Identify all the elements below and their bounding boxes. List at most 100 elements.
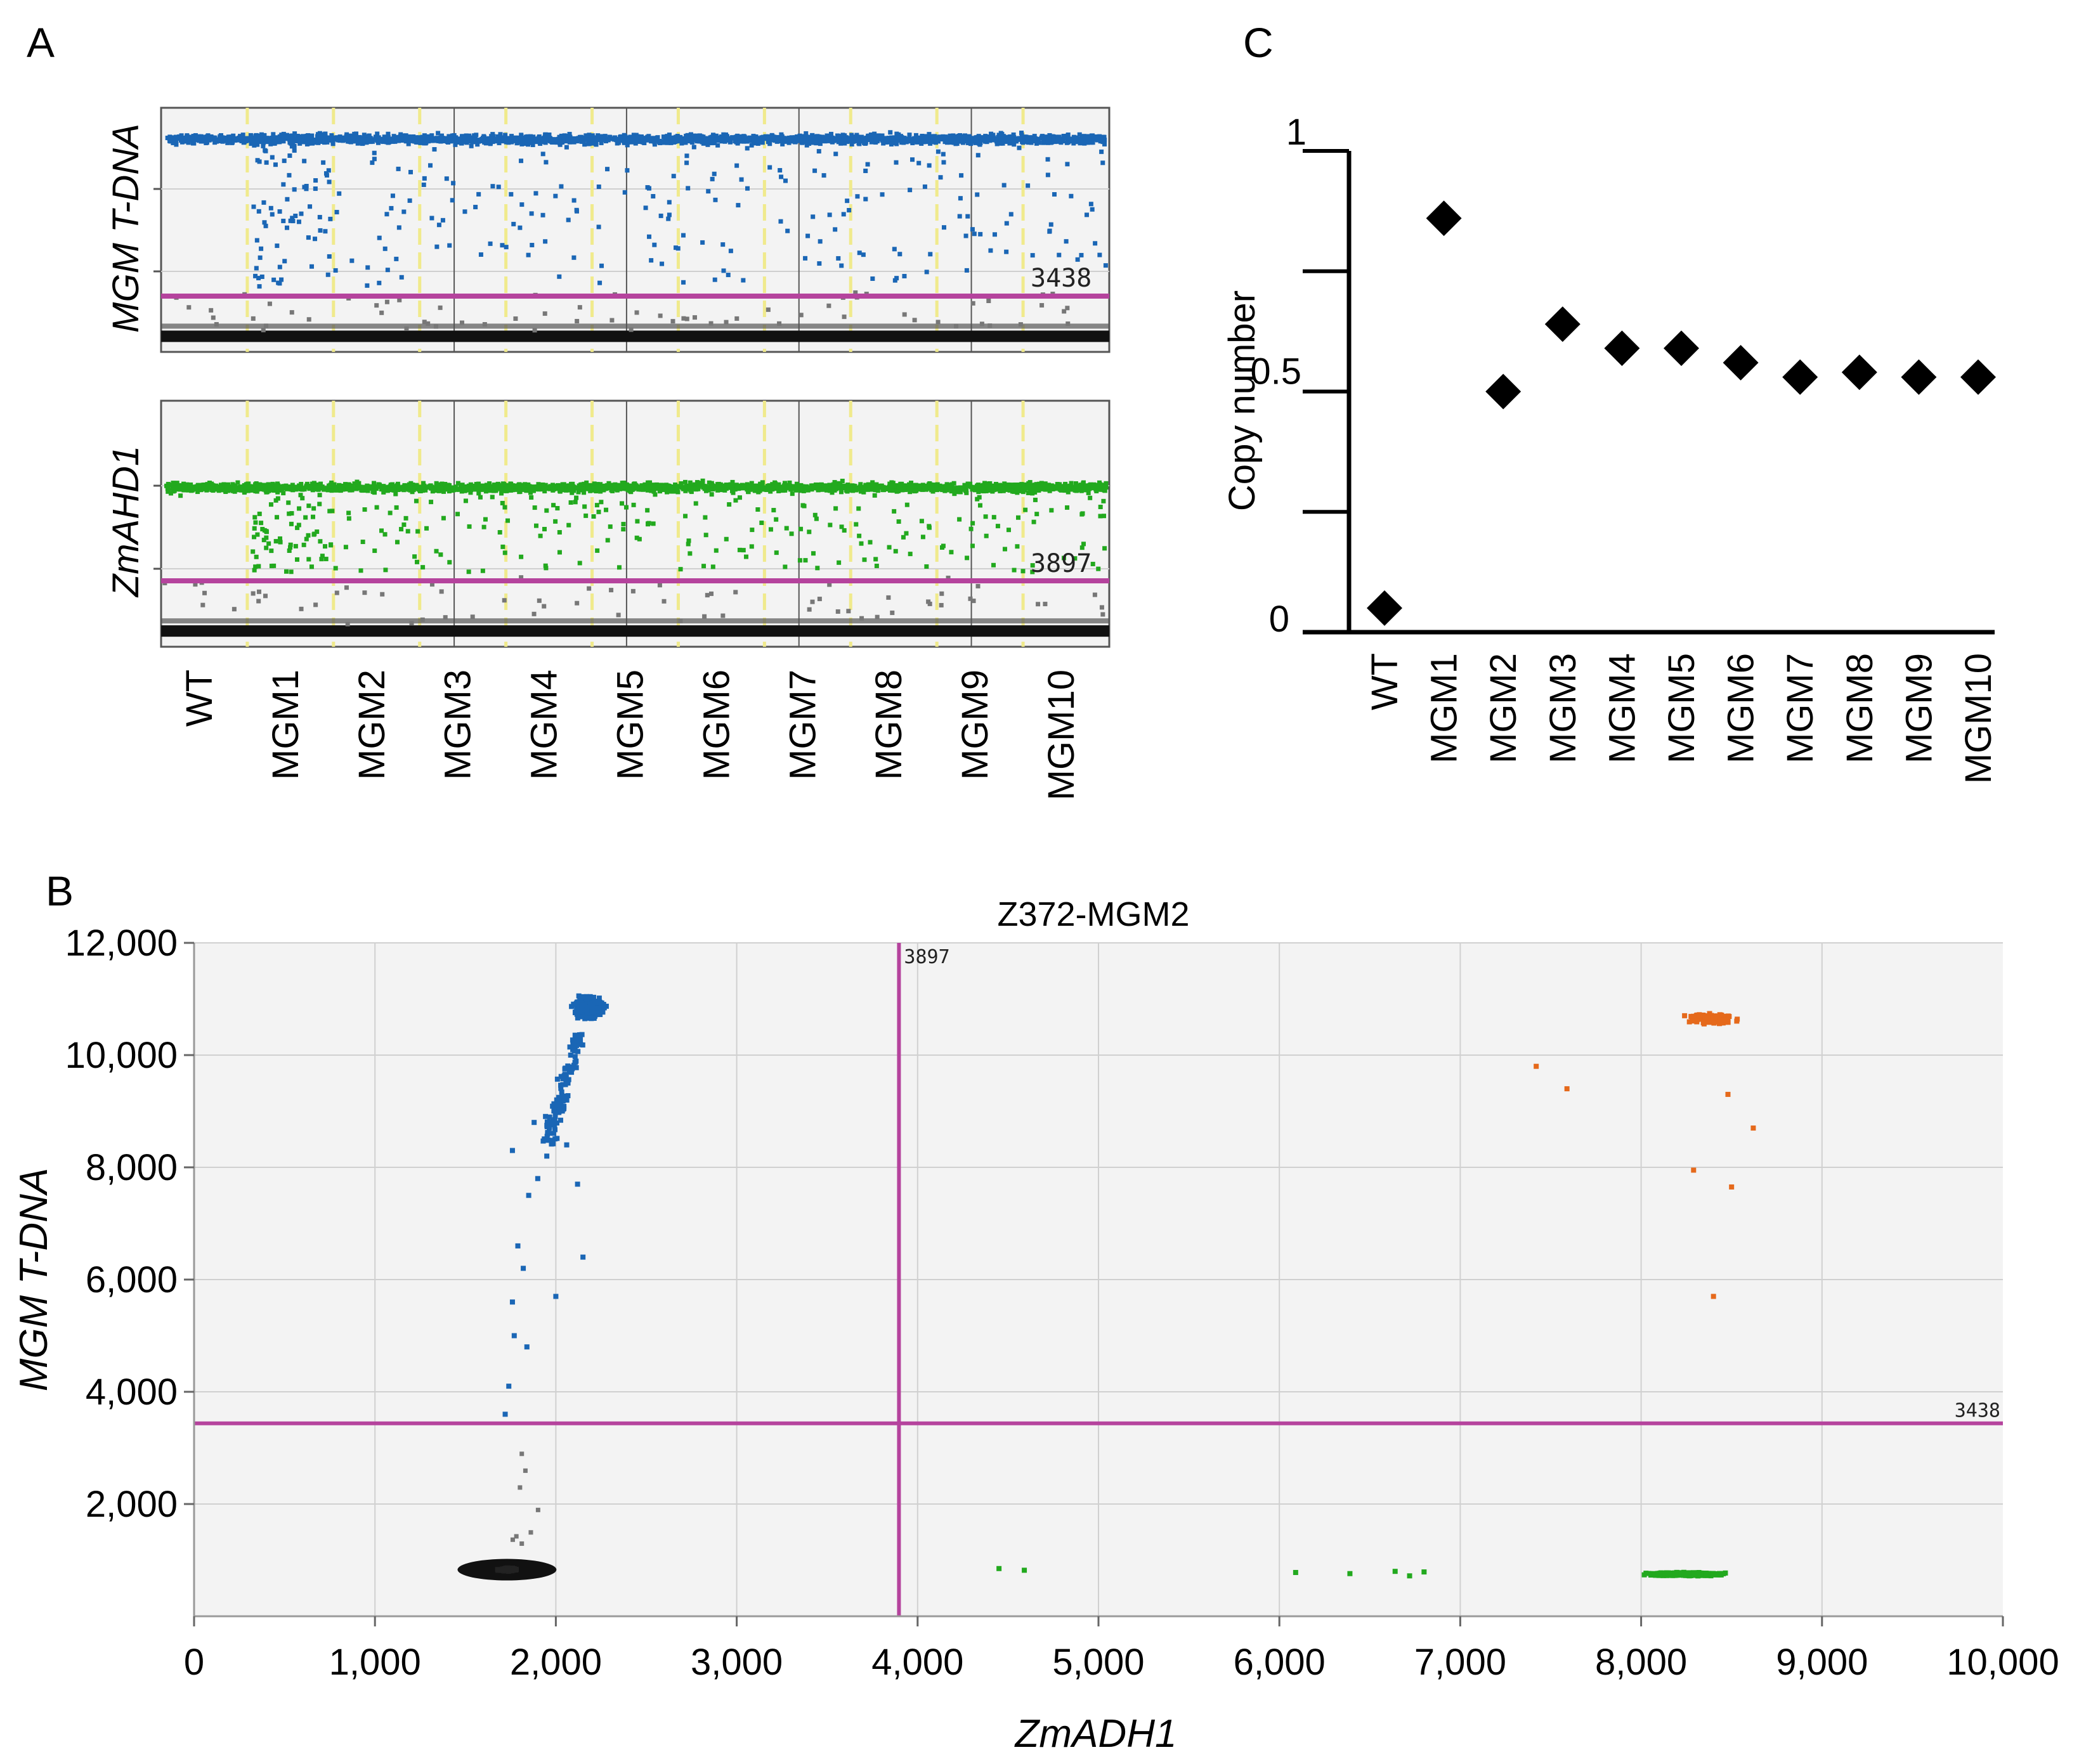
a-top-positive-droplet [654,138,659,143]
a-bottom-positive-droplet [344,483,349,488]
a-top-positive-droplet [876,133,881,138]
a-bottom-positive-droplet [548,484,553,489]
a-bottom-positive-droplet [615,487,620,492]
a-bottom-rain-droplet [544,566,549,571]
a-top-rain-droplet [855,194,860,199]
a-top-positive-droplet [464,133,469,138]
a-bottom-positive-droplet [395,483,400,488]
a-bottom-positive-droplet [278,484,283,490]
a-top-positive-droplet [386,135,391,140]
a-bottom-positive-droplet [890,481,895,486]
a-bottom-rain-droplet [557,529,562,535]
a-top-positive-droplet [828,134,833,139]
a-bottom-rain-droplet [463,498,468,503]
a-bottom-rain-droplet [289,511,294,516]
a-bottom-positive-droplet [623,485,628,490]
a-top-positive-droplet [674,134,679,139]
a-top-grey-droplet [426,321,431,326]
a-bottom-rain-droplet [322,544,327,549]
panel-a-top-grid [153,108,1109,352]
a-bottom-rain-droplet [318,539,323,544]
a-bottom-rain-droplet [296,522,301,528]
a-top-positive-droplet [1071,134,1076,139]
a-top-positive-droplet [849,133,854,138]
a-top-positive-droplet [399,136,404,141]
a-bottom-positive-droplet [998,484,1003,490]
a-top-rain-droplet [396,225,401,230]
a-bottom-rain-droplet [574,495,579,500]
a-bottom-positive-droplet [976,483,981,488]
a-top-rain-droplet [333,268,338,273]
a-top-positive-droplet [227,137,232,142]
a-bottom-positive-droplet [485,484,490,489]
a-top-positive-droplet [976,139,981,145]
a-bottom-rain-droplet [287,548,292,553]
a-top-positive-droplet [757,137,762,142]
a-bottom-rain-droplet [306,533,311,538]
a-top-rain-droplet [833,227,838,232]
a-top-grey-droplet [902,312,907,317]
a-top-positive-droplet [306,141,311,146]
a-bottom-positive-droplet [768,489,773,494]
a-top-rain-droplet [328,216,333,221]
a-top-rain-droplet [1065,162,1070,167]
a-bottom-positive-droplet [556,486,561,491]
a-bottom-positive-droplet [725,483,730,488]
a-bottom-rain-droplet [382,532,388,537]
a-top-rain-droplet [865,162,870,167]
a-top-positive-droplet [1083,135,1088,140]
a-bottom-positive-droplet [449,488,454,493]
a-bottom-positive-droplet [887,481,892,486]
a-top-rain-droplet [473,205,478,210]
a-bottom-positive-droplet [171,489,176,494]
a-top-positive-droplet [354,131,359,136]
a-bottom-rain-droplet [260,526,265,531]
a-top-rain-droplet [681,233,686,238]
a-top-positive-droplet [594,136,599,141]
a-top-grey-droplet [433,324,438,329]
a-top-positive-droplet [719,136,724,141]
a-top-rain-droplet [334,210,339,215]
a-bottom-rain-droplet [329,543,334,548]
a-top-rain-droplet [897,252,903,257]
a-top-positive-droplet [329,133,334,138]
a-bottom-rain-droplet [372,548,377,554]
a-bottom-positive-droplet [663,484,668,490]
a-top-rain-droplet [880,192,885,197]
a-bottom-positive-droplet [904,486,909,491]
a-top-positive-droplet [305,136,310,141]
a-bottom-rain-droplet [502,505,507,510]
a-bottom-positive-droplet [190,488,195,493]
a-bottom-positive-droplet [289,486,294,491]
a-bottom-positive-droplet [599,486,604,491]
a-top-positive-droplet [915,139,920,145]
a-top-rain-droplet [540,212,545,217]
a-top-rain-droplet [299,211,304,216]
a-top-rain-droplet [818,239,823,244]
a-bottom-positive-droplet [891,484,896,489]
a-bottom-positive-droplet [247,484,252,490]
a-top-positive-droplet [1086,134,1091,139]
a-top-positive-droplet [782,138,787,143]
a-top-positive-droplet [583,133,589,138]
a-bottom-positive-droplet [719,486,724,491]
a-bottom-grey-droplet [420,617,425,622]
a-top-positive-droplet [907,133,912,138]
a-top-rain-droplet [434,244,440,249]
a-bottom-rain-droplet [582,504,587,509]
a-bottom-positive-droplet [1078,483,1083,488]
a-top-positive-droplet [825,134,830,139]
a-bottom-positive-droplet [585,483,590,488]
a-bottom-positive-droplet [275,487,280,492]
a-top-positive-droplet [919,141,924,146]
a-top-positive-droplet [249,134,254,139]
a-bottom-positive-droplet [283,486,288,491]
a-bottom-positive-droplet [668,489,674,494]
a-bottom-rain-droplet [273,498,278,503]
a-top-positive-droplet [469,138,474,143]
a-top-rain-droplet [745,186,750,191]
a-bottom-positive-droplet [651,484,656,489]
a-bottom-positive-droplet [1061,484,1066,490]
a-top-positive-droplet [821,138,826,143]
a-top-rain-droplet [622,190,627,195]
